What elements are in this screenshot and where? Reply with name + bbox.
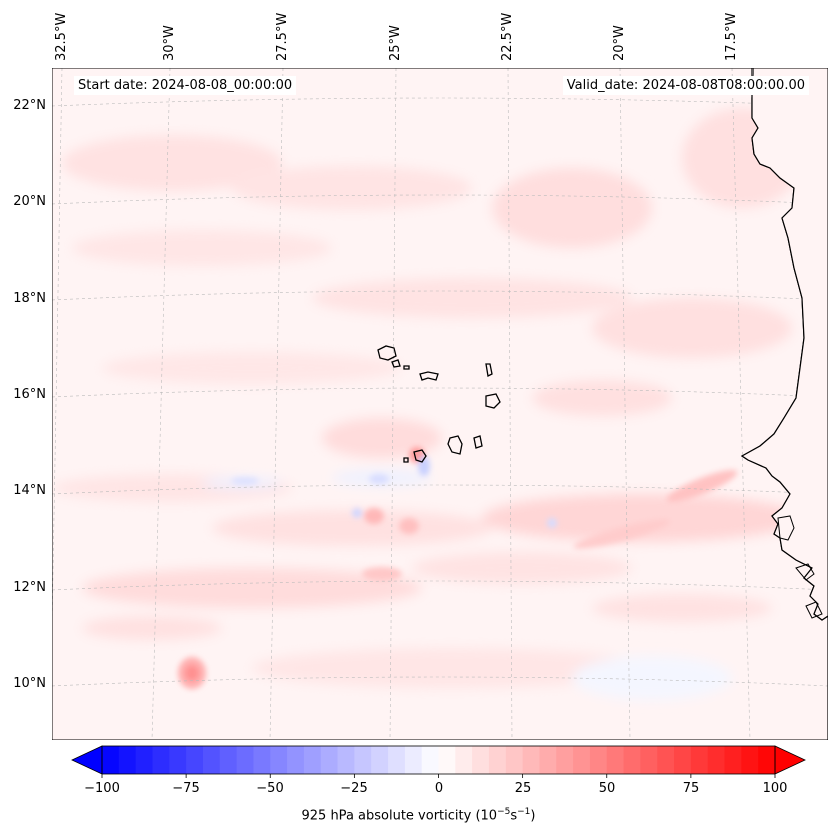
colorbar-cell <box>573 746 591 774</box>
vorticity-map[interactable] <box>49 67 829 741</box>
colorbar-cell <box>303 746 322 774</box>
colorbar-cell <box>674 746 692 774</box>
start-date-label: Start date: 2024-08-08_00:00:00 <box>74 76 297 95</box>
colorbar-cell <box>219 746 238 774</box>
colorbar-cell <box>488 746 507 774</box>
colorbar-cell <box>102 746 120 774</box>
colorbar-cell <box>505 746 524 774</box>
colorbar-cell <box>337 746 355 774</box>
colorbar-title-mid: s <box>510 808 518 824</box>
lat-label: 12°N <box>13 580 46 595</box>
lon-label: 20°W <box>612 25 627 61</box>
colorbar-cell <box>623 746 641 774</box>
lon-label: 22.5°W <box>500 12 515 61</box>
colorbar-cell <box>556 746 574 774</box>
island-fogo <box>413 449 427 463</box>
lat-label: 20°N <box>13 194 46 209</box>
island-brava <box>403 457 409 463</box>
colorbar-cell <box>152 746 170 774</box>
colorbar-cell <box>421 746 439 774</box>
colorbar-cell <box>404 746 423 774</box>
colorbar-title: 925 hPa absolute vorticity (10−5s−1) <box>0 807 837 823</box>
island-santa-luzia <box>403 365 410 370</box>
coastal-islands <box>777 515 823 619</box>
island-boa-vista <box>485 393 501 409</box>
colorbar-cell <box>236 746 254 774</box>
colorbar-cells <box>102 746 776 774</box>
valid-date-label: Valid_date: 2024-08-08T08:00:00.00 <box>562 76 809 95</box>
colorbar-cell <box>320 746 339 774</box>
map-canvas <box>49 67 829 741</box>
colorbar-cell <box>354 746 372 774</box>
lon-label: 32.5°W <box>54 12 69 61</box>
colorbar-cell <box>690 746 709 774</box>
africa-land <box>742 68 828 620</box>
colorbar-cell <box>724 746 742 774</box>
colorbar-cell <box>707 746 726 774</box>
lon-label: 25°W <box>388 25 403 61</box>
island-sao-nicolau <box>419 371 439 381</box>
colorbar-title-close: ) <box>530 808 536 824</box>
colorbar-extend-high <box>774 745 806 775</box>
colorbar-cell <box>118 746 137 774</box>
colorbar-cell <box>472 746 490 774</box>
colorbar-cell <box>253 746 271 774</box>
colorbar-title-exp2: −1 <box>517 807 531 817</box>
colorbar-title-text: 925 hPa absolute vorticity (10 <box>301 808 498 824</box>
lat-label: 10°N <box>13 676 46 691</box>
lat-label: 16°N <box>13 387 46 402</box>
lat-label: 18°N <box>13 291 46 306</box>
vorticity-cores <box>178 447 738 689</box>
colorbar-tick-label: 0 <box>434 781 444 796</box>
lon-label: 27.5°W <box>275 12 290 61</box>
vorticity-field <box>52 108 802 700</box>
colorbar-tick-label: 25 <box>514 781 532 796</box>
island-maio <box>473 435 483 449</box>
colorbar-cell <box>657 746 675 774</box>
colorbar-cell <box>640 746 658 774</box>
colorbar-tick-label: −75 <box>172 781 200 796</box>
colorbar-cell <box>758 746 776 774</box>
colorbar-tick-label: 50 <box>598 781 616 796</box>
colorbar-cell <box>270 746 288 774</box>
lon-label: 17.5°W <box>724 12 739 61</box>
island-santo-antao <box>377 345 397 361</box>
colorbar-cell <box>202 746 221 774</box>
colorbar-tick-label: −100 <box>84 781 120 796</box>
colorbar <box>71 745 806 778</box>
colorbar-cell <box>606 746 625 774</box>
colorbar-cell <box>741 746 759 774</box>
lat-label: 14°N <box>13 483 46 498</box>
colorbar-tick-label: 100 <box>762 781 788 796</box>
colorbar-tick-label: 75 <box>682 781 700 796</box>
island-santiago <box>447 435 463 455</box>
colorbar-cell <box>455 746 473 774</box>
island-sao-vicente <box>391 359 401 368</box>
colorbar-tick-label: −50 <box>256 781 284 796</box>
lat-label: 22°N <box>13 98 46 113</box>
lon-label: 30°W <box>162 25 177 61</box>
colorbar-cell <box>186 746 204 774</box>
colorbar-tick-label: −25 <box>340 781 368 796</box>
colorbar-cell <box>287 746 305 774</box>
colorbar-cell <box>388 746 406 774</box>
cape-verde-islands <box>377 345 501 463</box>
colorbar-title-exp1: −5 <box>497 807 511 817</box>
colorbar-cell <box>539 746 557 774</box>
colorbar-cell <box>522 746 540 774</box>
colorbar-ticks <box>101 774 776 778</box>
coastline-line <box>740 68 829 621</box>
colorbar-cell <box>589 746 608 774</box>
colorbar-cell <box>371 746 389 774</box>
colorbar-cell <box>438 746 456 774</box>
colorbar-cell <box>169 746 187 774</box>
island-sal <box>485 363 493 377</box>
colorbar-extend-low <box>71 745 103 775</box>
colorbar-cell <box>135 746 153 774</box>
